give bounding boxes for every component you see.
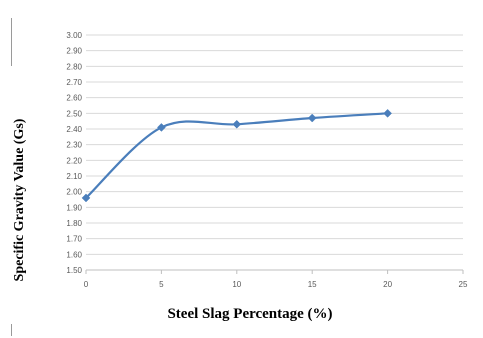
- y-tick-label: 2.40: [66, 125, 82, 134]
- x-tick-label: 25: [459, 280, 468, 289]
- y-axis-title: Specific Gravity Value (Gs): [12, 118, 27, 281]
- series-group: [81, 108, 392, 203]
- y-tick-label: 2.10: [66, 172, 82, 181]
- data-point-marker: [383, 108, 392, 118]
- data-point-marker: [307, 113, 317, 123]
- y-tick-label: 1.60: [66, 250, 82, 259]
- left-edge-mark-top: [11, 18, 12, 66]
- y-tick-label: 2.60: [66, 94, 82, 103]
- y-tick-label: 2.20: [66, 156, 82, 165]
- y-tick-label: 1.80: [66, 219, 82, 228]
- data-point-marker: [157, 123, 166, 132]
- x-tick-labels: 0 5 10 15 20 25: [84, 280, 468, 289]
- axes: [85, 269, 464, 274]
- gridlines: [86, 34, 463, 255]
- data-point-marker: [81, 193, 91, 203]
- y-tick-label: 1.70: [66, 235, 82, 244]
- x-axis-title: Steel Slag Percentage (%): [167, 306, 332, 322]
- x-tick-label: 0: [84, 280, 89, 289]
- y-tick-label: 2.30: [66, 141, 82, 150]
- y-tick-label: 2.80: [66, 62, 82, 71]
- y-tick-labels: 1.50 1.60 1.70 1.80 1.90 2.00 2.10 2.20 2.30 2.40…: [66, 31, 82, 275]
- y-tick-label: 2.90: [66, 47, 82, 56]
- y-tick-label: 2.00: [66, 188, 82, 197]
- y-tick-label: 2.70: [66, 78, 82, 87]
- data-point-marker: [232, 119, 242, 129]
- x-tick-label: 15: [308, 280, 317, 289]
- y-tick-label: 3.00: [66, 31, 82, 40]
- left-edge-mark-bottom: [11, 324, 12, 336]
- y-tick-label: 1.50: [66, 266, 82, 275]
- x-tick-label: 5: [159, 280, 164, 289]
- x-tick-label: 10: [232, 280, 241, 289]
- y-tick-label: 1.90: [66, 203, 82, 212]
- x-tick-label: 20: [383, 280, 392, 289]
- y-tick-label: 2.50: [66, 109, 82, 118]
